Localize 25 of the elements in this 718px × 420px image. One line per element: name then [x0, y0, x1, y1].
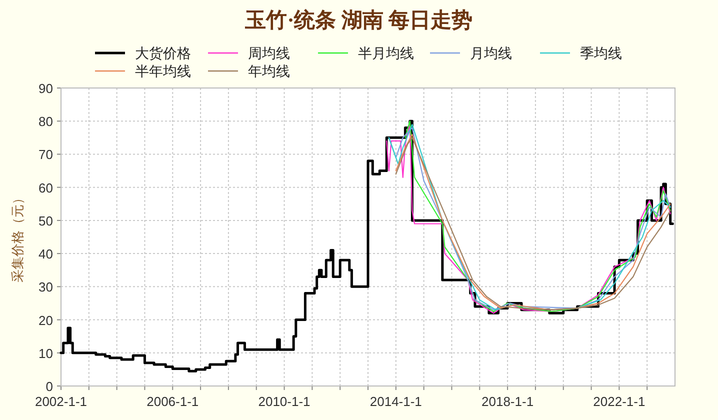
legend-label: 周均线	[248, 45, 290, 61]
legend-label: 大货价格	[135, 45, 191, 61]
y-tick-label: 90	[38, 81, 53, 96]
y-tick-label: 40	[38, 246, 53, 262]
y-tick-label: 20	[38, 312, 53, 328]
x-tick-label: 2014-1-1	[370, 394, 422, 409]
x-tick-label: 2018-1-1	[482, 394, 534, 409]
x-tick-label: 2006-1-1	[146, 394, 199, 409]
legend-label: 半月均线	[358, 45, 414, 61]
x-tick-label: 2010-1-1	[258, 394, 310, 409]
y-tick-label: 10	[38, 346, 53, 361]
y-tick-label: 50	[38, 213, 53, 228]
legend-label: 月均线	[470, 45, 512, 61]
chart-title: 玉竹·统条 湖南 每日走势	[244, 8, 473, 32]
y-tick-label: 0	[46, 379, 53, 394]
x-tick-label: 2022-1-1	[593, 394, 646, 409]
y-tick-label: 60	[38, 180, 53, 196]
x-tick-label: 2002-1-1	[34, 394, 88, 409]
y-tick-label: 70	[38, 147, 53, 162]
legend-label: 年均线	[248, 63, 290, 79]
legend-label: 季均线	[580, 45, 622, 61]
legend-label: 半年均线	[135, 63, 191, 79]
y-tick-label: 80	[38, 114, 53, 130]
y-axis-title: 采集价格（元）	[10, 192, 25, 282]
y-tick-label: 30	[38, 280, 53, 295]
